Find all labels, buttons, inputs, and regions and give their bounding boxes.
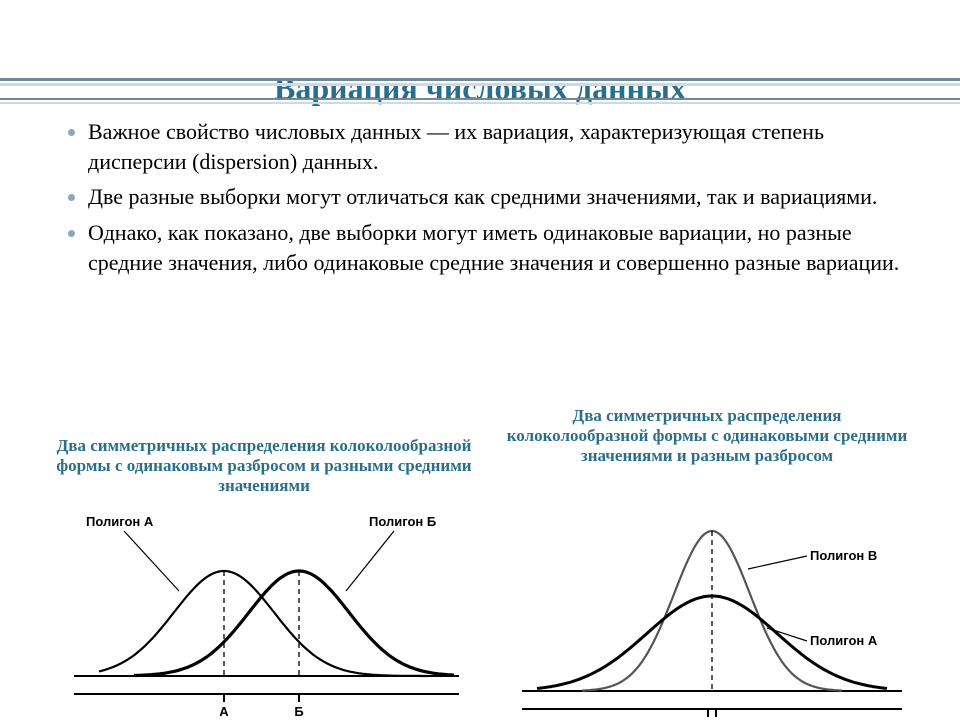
rule-3: [0, 98, 960, 100]
figures-area: Два симметричных распределения колоколоо…: [0, 406, 960, 720]
svg-text:Полигон А: Полигон А: [810, 633, 878, 648]
figure-left-svg: А Б Полигон А Полигон Б: [54, 496, 474, 720]
svg-text:Б: Б: [294, 704, 303, 719]
figure-right-svg: АВПолигон ВПолигон А: [502, 466, 912, 720]
bullet-item: Важное свойство числовых данных — их вар…: [88, 117, 900, 176]
slide: Вариация числовых данных Важное свойство…: [0, 70, 960, 720]
figure-left: Два симметричных распределения колоколоо…: [54, 436, 474, 720]
rule-4: [0, 102, 960, 104]
rule-2: [0, 83, 960, 86]
svg-text:Полигон А: Полигон А: [86, 514, 154, 529]
rule-1: [0, 78, 960, 81]
bullet-item: Однако, как показано, две выборки могут …: [88, 218, 900, 277]
top-rules: [0, 78, 960, 108]
svg-text:Полигон В: Полигон В: [810, 548, 877, 563]
figure-right: Два симметричных распределения колоколоо…: [502, 406, 912, 720]
left-caption: Два симметричных распределения колоколоо…: [54, 436, 474, 496]
bullet-list: Важное свойство числовых данных — их вар…: [60, 117, 900, 277]
bullet-item: Две разные выборки могут отличаться как …: [88, 182, 900, 212]
svg-text:Полигон Б: Полигон Б: [369, 514, 436, 529]
right-caption: Два симметричных распределения колоколоо…: [502, 406, 912, 466]
svg-text:А: А: [219, 704, 229, 719]
